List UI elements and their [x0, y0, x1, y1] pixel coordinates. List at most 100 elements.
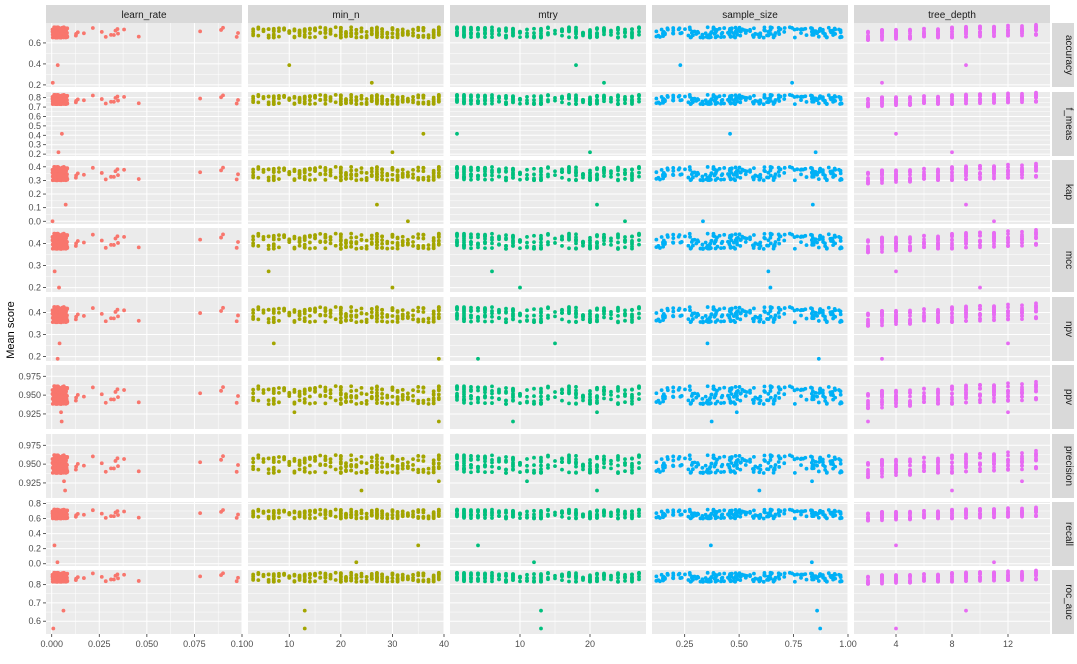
data-point	[689, 102, 693, 106]
data-point	[298, 176, 302, 180]
outlier-point	[880, 81, 884, 85]
data-point	[978, 166, 982, 170]
panel-tree_depth-f_meas	[854, 91, 1050, 156]
panel-learn_rate-accuracy	[46, 23, 242, 87]
data-point	[581, 98, 585, 102]
data-point	[323, 169, 327, 173]
data-point	[370, 314, 374, 318]
data-point	[63, 96, 67, 100]
data-point	[777, 315, 781, 319]
data-point	[287, 98, 291, 102]
data-point	[532, 167, 536, 171]
data-point	[588, 238, 592, 242]
data-point	[380, 27, 384, 31]
data-point	[380, 312, 384, 316]
data-point	[313, 26, 317, 30]
data-point	[396, 33, 400, 37]
data-point	[308, 247, 312, 251]
data-point	[293, 247, 297, 251]
data-point	[532, 307, 536, 311]
data-point	[616, 306, 620, 310]
data-point	[1006, 241, 1010, 245]
data-point	[391, 35, 395, 39]
data-point	[736, 236, 740, 240]
data-point	[532, 320, 536, 324]
data-point	[654, 97, 658, 101]
data-point	[370, 310, 374, 314]
data-point	[908, 97, 912, 101]
data-point	[469, 308, 473, 312]
data-point	[298, 312, 302, 316]
data-point	[421, 237, 425, 241]
data-point	[432, 178, 436, 182]
data-point	[782, 171, 786, 175]
data-point	[546, 33, 550, 37]
outlier-point	[678, 63, 682, 67]
data-point	[827, 306, 831, 310]
data-point	[539, 94, 543, 98]
data-point	[671, 233, 675, 237]
data-point	[699, 178, 703, 182]
data-point	[308, 36, 312, 40]
data-point	[58, 96, 62, 100]
data-point	[272, 27, 276, 31]
data-point	[293, 96, 297, 100]
data-point	[793, 36, 797, 40]
data-point	[574, 174, 578, 178]
data-point	[1020, 241, 1024, 245]
data-point	[476, 242, 480, 246]
data-point	[267, 95, 271, 99]
data-point	[1006, 32, 1010, 36]
data-point	[91, 306, 95, 310]
data-point	[678, 94, 682, 98]
data-point	[680, 313, 684, 317]
data-point	[546, 26, 550, 30]
data-point	[396, 237, 400, 241]
data-point	[504, 36, 508, 40]
data-point	[553, 310, 557, 314]
data-point	[567, 169, 571, 173]
data-point	[1034, 26, 1038, 30]
data-point	[700, 316, 704, 320]
data-point	[763, 26, 767, 30]
data-point	[293, 320, 297, 324]
data-point	[267, 34, 271, 38]
data-point	[964, 99, 968, 103]
data-point	[827, 232, 831, 236]
data-point	[1034, 175, 1038, 179]
data-point	[1034, 23, 1038, 27]
data-point	[683, 27, 687, 31]
data-point	[462, 232, 466, 236]
data-point	[574, 315, 578, 319]
data-point	[354, 28, 358, 32]
data-point	[671, 306, 675, 310]
data-point	[298, 171, 302, 175]
data-point	[490, 174, 494, 178]
data-point	[100, 171, 104, 175]
data-point	[567, 233, 571, 237]
data-point	[518, 313, 522, 317]
data-point	[497, 242, 501, 246]
data-point	[236, 31, 240, 35]
data-point	[421, 310, 425, 314]
data-point	[880, 101, 884, 105]
data-point	[908, 29, 912, 33]
data-point	[114, 237, 118, 241]
data-point	[267, 247, 271, 251]
data-point	[733, 178, 737, 182]
data-point	[282, 233, 286, 237]
data-point	[637, 166, 641, 170]
data-point	[616, 102, 620, 106]
data-point	[567, 29, 571, 33]
data-point	[462, 246, 466, 250]
data-point	[1020, 235, 1024, 239]
data-point	[91, 26, 95, 30]
data-point	[532, 94, 536, 98]
data-point	[630, 247, 634, 251]
data-point	[365, 247, 369, 251]
data-point	[539, 247, 543, 251]
data-point	[567, 310, 571, 314]
data-point	[490, 246, 494, 250]
data-point	[370, 27, 374, 31]
data-point	[63, 310, 67, 314]
